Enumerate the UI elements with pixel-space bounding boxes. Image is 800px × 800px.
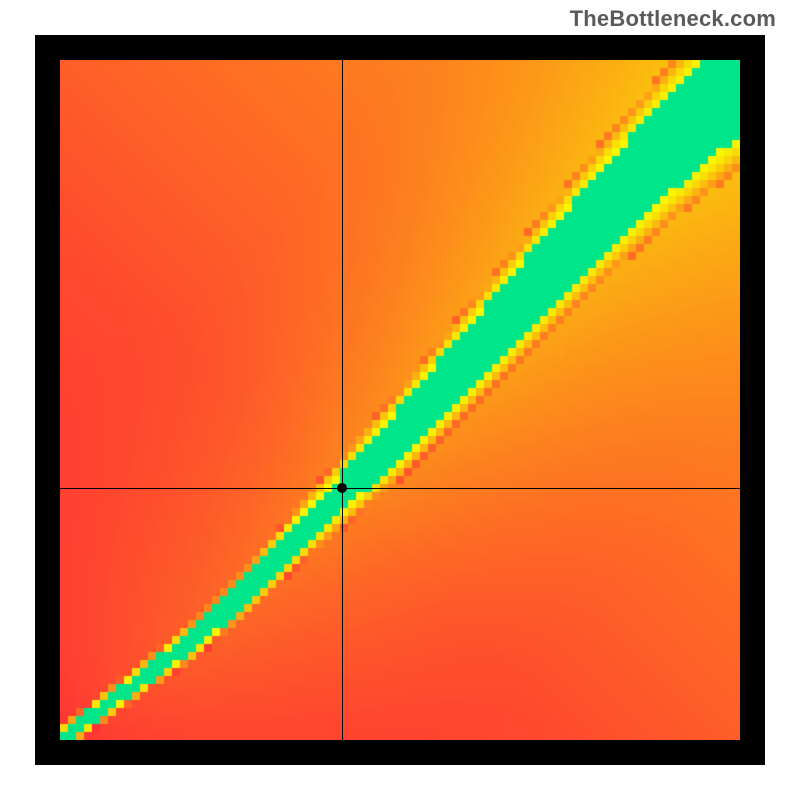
heatmap-canvas (60, 60, 740, 740)
plot-frame (35, 35, 765, 765)
crosshair-vertical (342, 60, 343, 740)
crosshair-horizontal (60, 488, 740, 489)
attribution-text: TheBottleneck.com (570, 6, 776, 32)
marker-dot (337, 483, 347, 493)
figure-container: TheBottleneck.com (0, 0, 800, 800)
heatmap-area (60, 60, 740, 740)
